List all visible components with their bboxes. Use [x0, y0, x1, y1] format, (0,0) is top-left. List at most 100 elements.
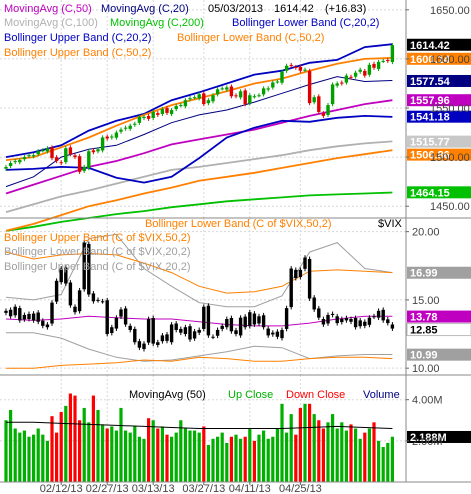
volume-bar [133, 426, 137, 482]
price-candle-body [367, 64, 372, 75]
volume-ytick-label: 2.00M [412, 436, 443, 448]
vix-candle-body [312, 297, 316, 310]
volume-bar [4, 420, 8, 482]
volume-bar [243, 436, 247, 482]
vix-candle-body [183, 327, 188, 335]
volume-bar [298, 407, 302, 482]
volume-bar [381, 447, 385, 482]
volume-moving-average-line [6, 421, 393, 429]
vix-candle-body [353, 318, 358, 328]
price-candle-body [206, 100, 211, 104]
price-candle-body [307, 70, 312, 104]
vix-candle-body [174, 323, 178, 330]
vix-candle-body [234, 330, 238, 335]
vix-candle-body [137, 341, 142, 348]
volume-bar [41, 434, 45, 482]
price-candle-body [183, 100, 188, 107]
price-candle-body [275, 81, 280, 83]
price-candle-body [261, 88, 266, 95]
vix-candle-body [146, 319, 151, 343]
vix-candle-body [372, 316, 376, 318]
volume-bar [64, 405, 68, 482]
price-candle-body [344, 75, 349, 83]
vix-candle-body [261, 315, 266, 328]
volume-value-badge-text: 2.188M [410, 432, 447, 444]
vix-candle-body [303, 257, 307, 269]
legend-vix-bb-lower-50: Bollinger Lower Band (C of $VIX,50,2) [145, 218, 332, 230]
legend-bb-upper-50: Bollinger Upper Band (C,50,2) [4, 47, 151, 59]
volume-bar [349, 424, 353, 482]
price-value-badge [407, 74, 471, 87]
price-candle-body [294, 66, 298, 68]
vix-candle-body [326, 314, 330, 324]
volume-bar [183, 428, 187, 482]
vix-value-badge-text: 13.78 [410, 312, 438, 324]
vix-value-badge [407, 266, 471, 279]
volume-bar [202, 426, 206, 482]
price-value-badge-text: 1541.18 [410, 112, 450, 124]
price-value-badge-text: 1464.15 [410, 187, 450, 199]
volume-bar [105, 428, 109, 482]
price-candle-body [363, 70, 367, 76]
vix-candle-body [50, 302, 54, 324]
vix-candles [4, 240, 395, 352]
price-candle-body [151, 111, 155, 118]
price-candle-body [248, 95, 252, 104]
vix-candle-body [307, 258, 312, 299]
volume-bar [124, 430, 128, 482]
price-candle-body [169, 109, 174, 115]
volume-bar [78, 420, 82, 482]
price-candle-body [238, 91, 243, 98]
volume-bar [13, 428, 17, 482]
vix-candle-body [31, 313, 36, 321]
price-candle-body [284, 65, 289, 71]
volume-bar [229, 436, 233, 482]
price-candle-body [376, 61, 381, 69]
price-value-badge-text: 1515.77 [410, 137, 450, 149]
vix-candle-body [77, 290, 82, 312]
vix-candle-body [18, 308, 22, 321]
volume-bar [386, 442, 390, 482]
vix-candle-body [280, 329, 284, 339]
price-candle-body [100, 137, 105, 151]
volume-bar [142, 438, 146, 482]
x-axis-date-label: 04/11/13 [229, 483, 271, 494]
vix-candle-body [294, 269, 298, 279]
vix-candle-body [330, 313, 335, 315]
movingavg-c-100-line [5, 140, 393, 213]
vix-candle-body [335, 316, 339, 324]
price-candle-body [91, 150, 96, 153]
vix-candle-body [59, 268, 63, 283]
bollinger-lower-band-c-of-vix-20-2-line [6, 332, 393, 362]
price-ytick-label: 1550.00 [430, 103, 470, 115]
vix-candle-body [64, 267, 68, 284]
x-axis-date-label: 02/12/13 [40, 483, 83, 494]
volume-bar [257, 434, 261, 482]
bollinger-upper-band-c-of-vix-50-2-line [5, 251, 393, 294]
vix-candle-body [206, 305, 211, 336]
movingavg-c-200-line [5, 191, 393, 232]
volume-bar [358, 438, 362, 482]
vix-candle-body [266, 328, 270, 336]
volume-bar [68, 393, 72, 482]
legend-bb-lower-50: Bollinger Lower Band (C,50,2) [177, 32, 324, 44]
price-candle-body [390, 45, 395, 63]
price-candle-body [137, 116, 142, 123]
vix-candle-body [202, 306, 206, 329]
volume-bar [326, 422, 330, 482]
volume-bar [96, 409, 100, 482]
volume-bar [239, 438, 243, 482]
price-candle-body [289, 64, 293, 66]
price-candles [4, 43, 395, 174]
legend-bb-upper-20: Bollinger Upper Band (C,20,2) [4, 32, 151, 44]
price-candle-body [82, 166, 86, 171]
vix-candle-body [22, 314, 27, 320]
legend-volume: Volume [363, 389, 400, 401]
volume-bar [55, 432, 59, 482]
x-axis-date-label: 04/25/13 [279, 483, 322, 494]
vix-value-badge [407, 310, 471, 323]
x-axis-date-label: 03/27/13 [182, 483, 225, 494]
vix-candle-body [156, 342, 160, 345]
price-candle-body [257, 95, 261, 97]
